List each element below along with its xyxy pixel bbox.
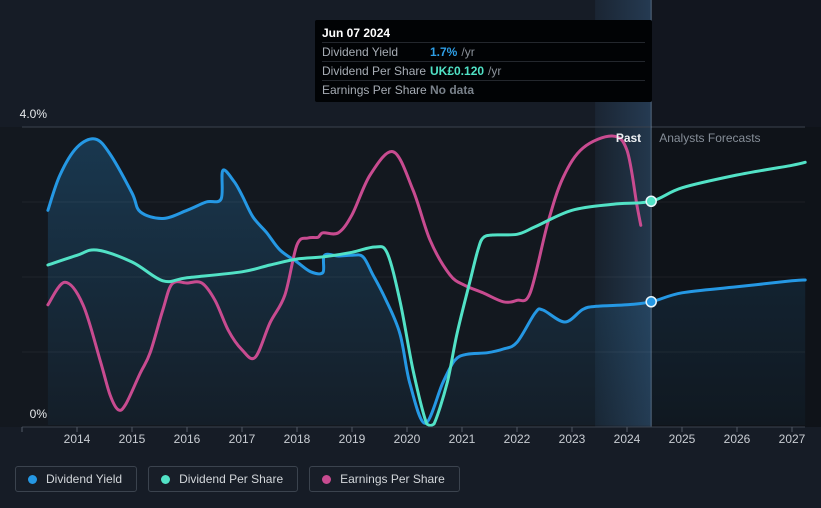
tooltip-label: Earnings Per Share — [322, 83, 427, 97]
dividend-per-share-dot-icon — [161, 474, 171, 484]
x-tick-label: 2020 — [394, 432, 421, 446]
x-tick-label: 2021 — [449, 432, 476, 446]
x-tick-label: 2026 — [724, 432, 751, 446]
x-tick-label: 2022 — [504, 432, 531, 446]
x-tick-label: 2025 — [669, 432, 696, 446]
legend-item-dividend-yield[interactable]: Dividend Yield — [15, 466, 138, 492]
x-tick-label: 2018 — [284, 432, 311, 446]
x-tick-label: 2027 — [779, 432, 806, 446]
x-tick-label: 2017 — [229, 432, 256, 446]
tooltip-label: Dividend Per Share — [322, 64, 427, 78]
tooltip-date: Jun 07 2024 — [322, 26, 391, 40]
legend-label: Dividend Per Share — [179, 472, 284, 486]
tooltip-unit: /yr — [461, 45, 475, 59]
legend-item-earnings-per-share[interactable]: Earnings Per Share — [309, 466, 460, 492]
x-tick-label: 2019 — [339, 432, 366, 446]
x-tick-label: 2014 — [64, 432, 91, 446]
past-label: Past — [616, 131, 641, 145]
dividend-yield-line[interactable] — [46, 137, 807, 425]
earnings-per-share-dot-icon — [322, 474, 332, 484]
tooltip-label: Dividend Yield — [322, 45, 399, 59]
analysts-forecasts-label: Analysts Forecasts — [659, 131, 760, 145]
legend-label: Earnings Per Share — [340, 472, 445, 486]
tooltip-row-dividend-per-share: Dividend Per Share UK£0.120/yr — [322, 61, 645, 80]
x-tick-label: 2016 — [174, 432, 201, 446]
x-tick-label: 2024 — [614, 432, 641, 446]
tooltip-row-earnings-per-share: Earnings Per Share No data — [322, 80, 645, 99]
tooltip-value: No data — [430, 83, 475, 97]
dividend-per-share-marker[interactable] — [645, 195, 657, 207]
x-tick-label: 2015 — [119, 432, 146, 446]
tooltip-unit: /yr — [488, 64, 502, 78]
legend-label: Dividend Yield — [46, 472, 123, 486]
tooltip-value: 1.7% — [430, 45, 458, 59]
legend: Dividend Yield Dividend Per Share Earnin… — [15, 466, 460, 492]
earnings-per-share-line[interactable] — [46, 134, 643, 412]
tooltip-value: UK£0.120 — [430, 64, 485, 78]
dividend-yield-dot-icon — [28, 474, 37, 484]
y-axis-label-bottom: 0% — [30, 407, 48, 421]
dividend-per-share-line[interactable] — [46, 160, 807, 427]
legend-item-dividend-per-share[interactable]: Dividend Per Share — [148, 466, 299, 492]
dividend-yield-marker[interactable] — [645, 296, 657, 308]
x-tick-label: 2023 — [559, 432, 586, 446]
forecast-region-shade — [651, 0, 821, 427]
tooltip-row-dividend-yield: Dividend Yield 1.7%/yr — [322, 42, 645, 61]
y-axis-label-top: 4.0% — [20, 107, 48, 121]
tooltip: Jun 07 2024 Dividend Yield 1.7%/yr Divid… — [315, 20, 652, 102]
